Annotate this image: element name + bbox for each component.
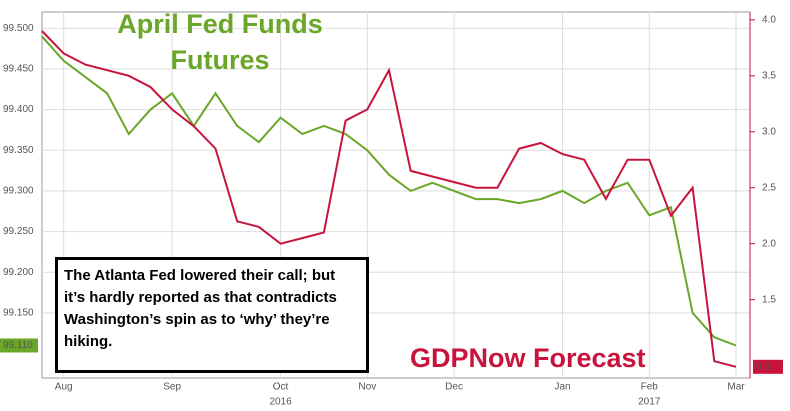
value-label-box [0, 338, 38, 353]
x-tick-label: Sep [163, 382, 181, 393]
value-label: 99.110 [3, 340, 33, 351]
x-tick-label: Dec [445, 382, 463, 393]
y2-tick-label: 1.5 [762, 294, 776, 305]
y-tick-label: 99.400 [3, 104, 34, 115]
y-tick-label: 99.500 [3, 23, 34, 34]
x-tick-label: Oct [273, 382, 289, 393]
series-line [41, 30, 737, 368]
value-label: 0.9 [756, 361, 770, 372]
y-tick-label: 99.200 [3, 267, 34, 278]
x-sublabel: 2017 [638, 397, 661, 408]
x-sublabel: 2016 [269, 397, 292, 408]
series-title: April Fed Funds Futures [117, 9, 323, 75]
y2-tick-label: 4.0 [762, 14, 776, 25]
series-line [41, 35, 737, 347]
x-tick-label: Mar [727, 382, 745, 393]
x-tick-label: Nov [358, 382, 376, 393]
y2-tick-label: 3.0 [762, 126, 776, 137]
value-label-box [753, 359, 783, 374]
x-tick-label: Jan [554, 382, 570, 393]
y2-tick-label: 3.5 [762, 70, 776, 81]
series-title: GDPNow Forecast [410, 343, 646, 373]
x-tick-label: Feb [641, 382, 659, 393]
y2-tick-label: 2.0 [762, 238, 776, 249]
y-tick-label: 99.300 [3, 186, 34, 197]
y-tick-label: 99.150 [3, 308, 34, 319]
y-tick-label: 99.350 [3, 145, 34, 156]
x-tick-label: Aug [55, 382, 73, 393]
y-tick-label: 99.250 [3, 226, 34, 237]
y-tick-label: 99.450 [3, 64, 34, 75]
y2-tick-label: 2.5 [762, 182, 776, 193]
annotation-box: The Atlanta Fed lowered their call; but … [55, 257, 369, 373]
